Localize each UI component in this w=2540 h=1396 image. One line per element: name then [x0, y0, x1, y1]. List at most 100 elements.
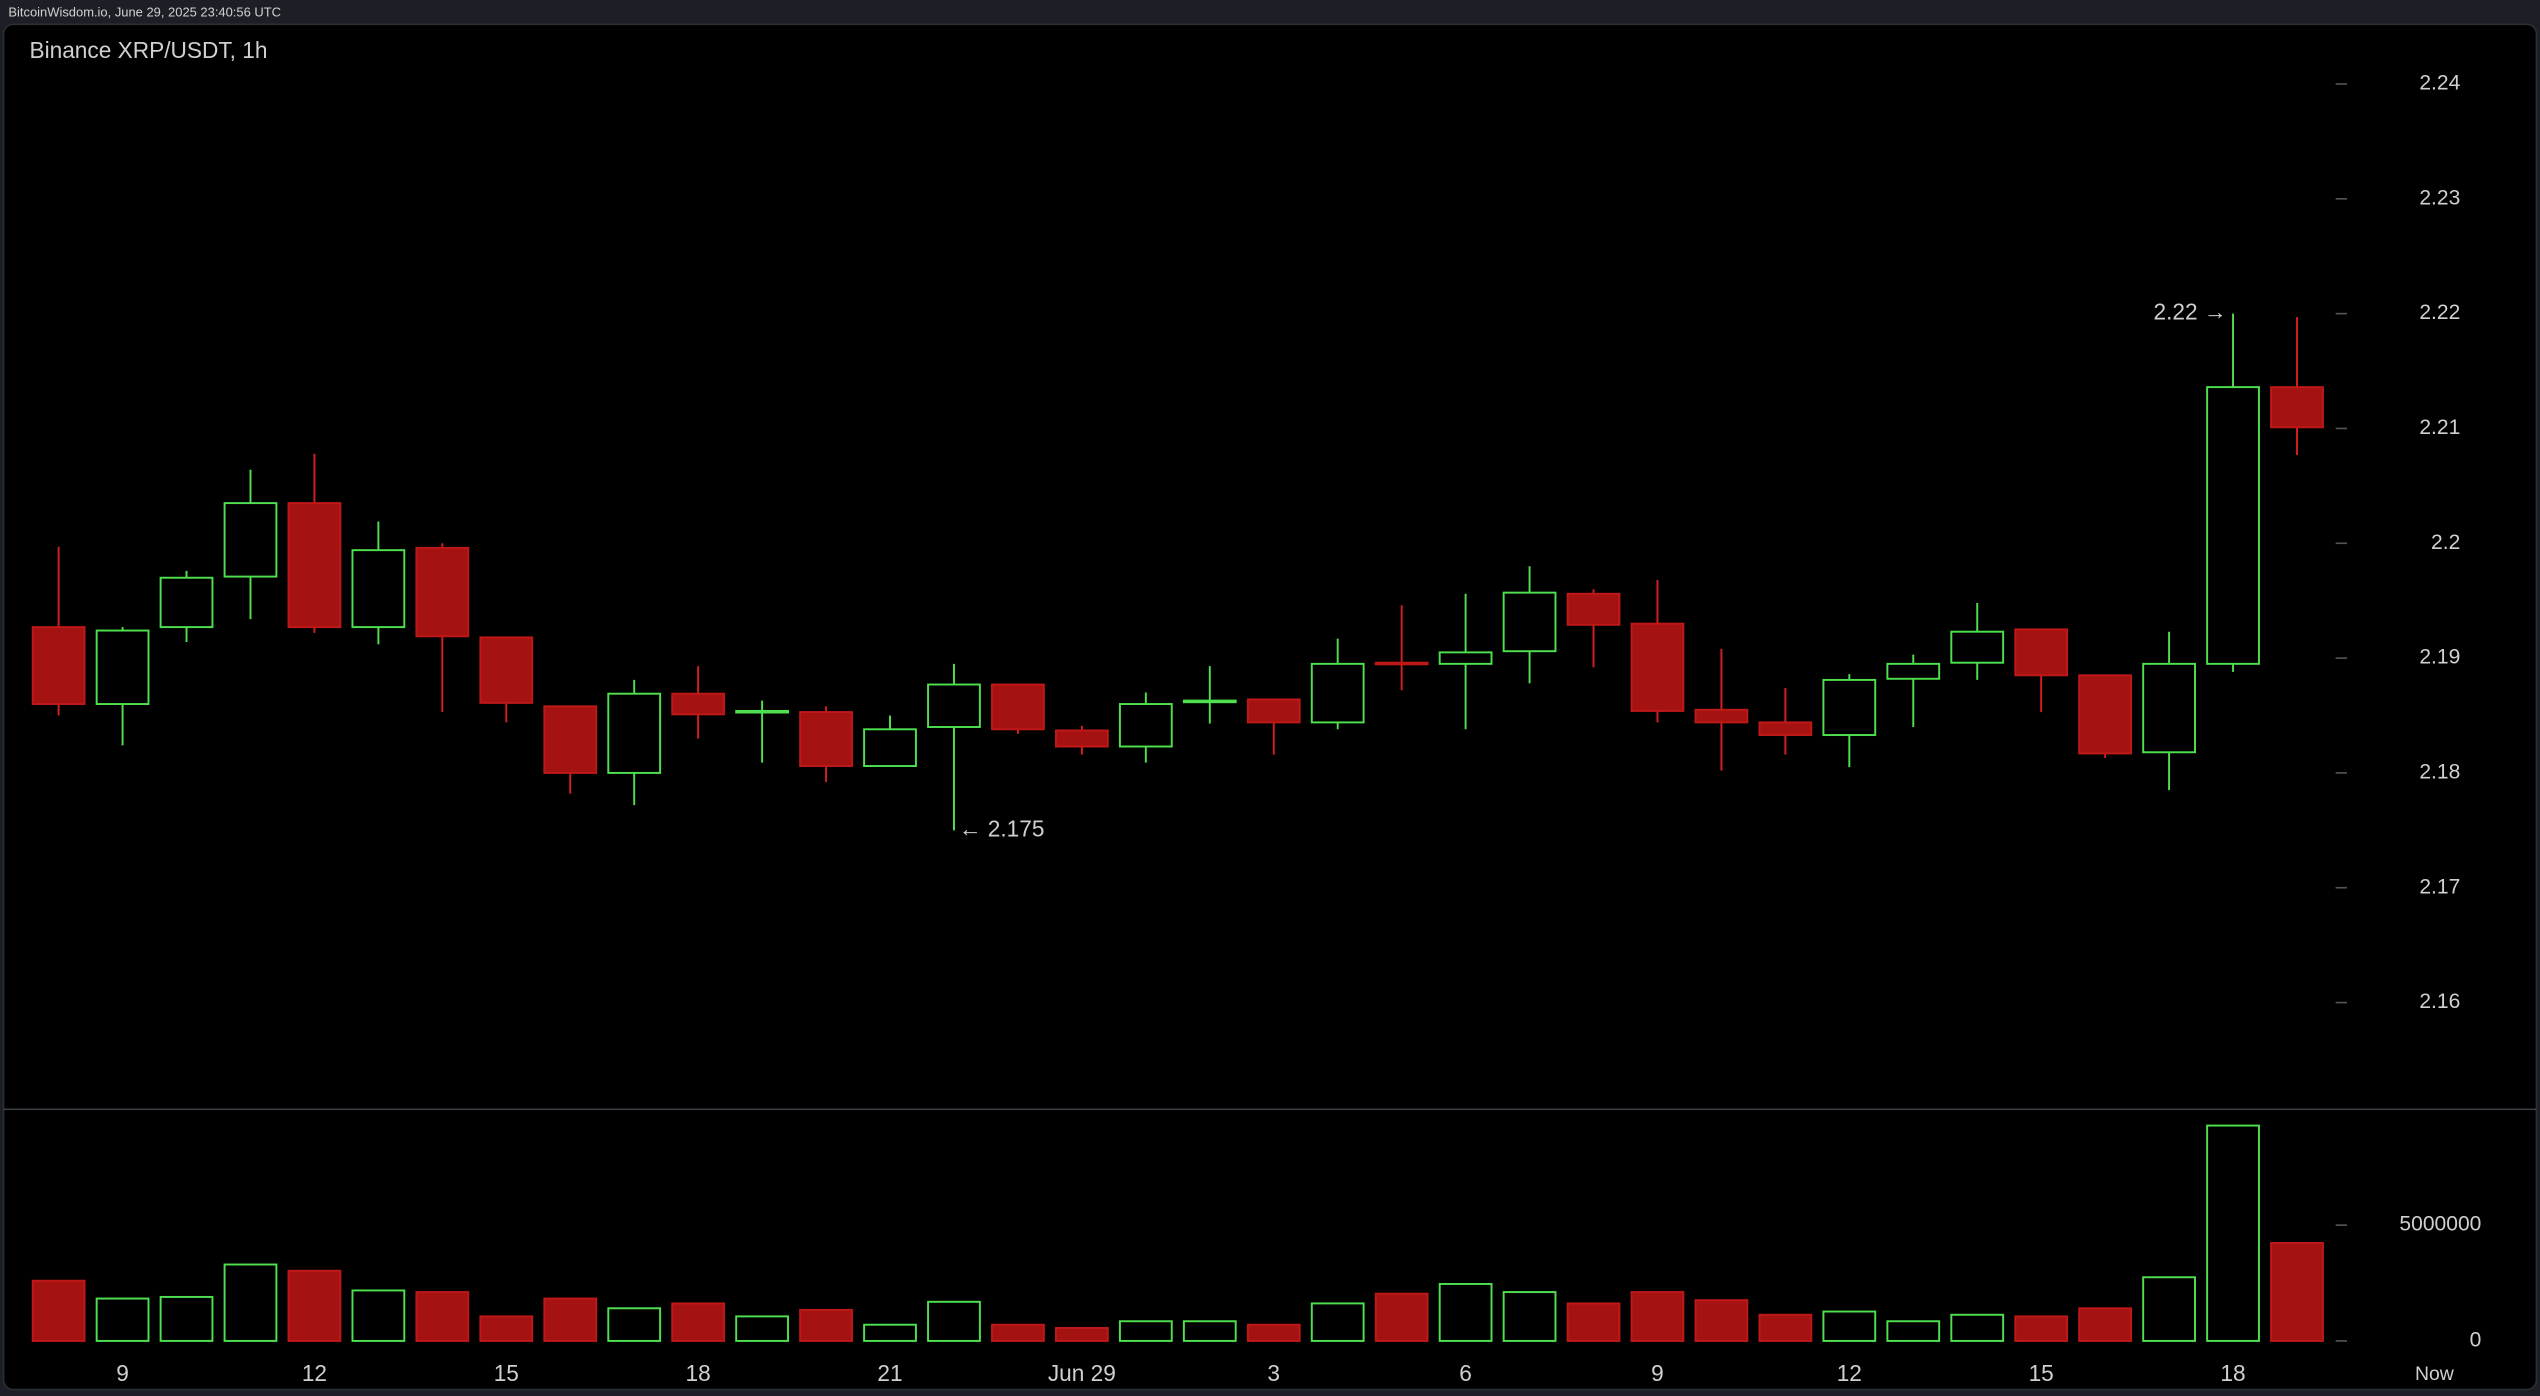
volume-bar — [735, 1315, 789, 1342]
candle-body — [1886, 662, 1941, 680]
candle-body — [1182, 699, 1237, 704]
volume-bar — [543, 1297, 598, 1342]
volume-bar — [1822, 1310, 1877, 1342]
volume-bar — [2206, 1124, 2260, 1342]
x-tick-label: 9 — [1651, 1360, 1664, 1386]
x-tick-label: 18 — [2220, 1360, 2245, 1386]
volume-bar — [927, 1300, 981, 1342]
candle-body — [2270, 386, 2324, 429]
candle-body — [543, 705, 598, 774]
x-tick-label: 15 — [494, 1360, 519, 1386]
y-tick-label: 2.22 — [2419, 301, 2460, 324]
volume-bar — [991, 1323, 1045, 1342]
volume-bar — [1630, 1291, 1685, 1342]
candle-body — [223, 502, 278, 578]
volume-tick-label: 5000000 — [2399, 1213, 2481, 1236]
volume-bar — [479, 1315, 534, 1342]
volume-bar — [2078, 1307, 2133, 1342]
volume-bar — [1310, 1302, 1365, 1342]
y-tick-label: 2.19 — [2419, 646, 2460, 669]
y-tick-label: 2.24 — [2419, 72, 2460, 95]
volume-bar — [415, 1291, 470, 1342]
candle-body — [1438, 651, 1493, 665]
x-tick-label: 18 — [686, 1360, 711, 1386]
candle-body — [95, 629, 150, 706]
candle-body — [671, 692, 726, 716]
candle-body — [735, 709, 789, 714]
volume-bar — [863, 1323, 917, 1342]
candle-body — [927, 683, 981, 728]
volume-bar — [31, 1279, 86, 1342]
now-label: Now — [2415, 1363, 2455, 1385]
volume-bar — [1374, 1292, 1429, 1342]
candle-body — [2014, 628, 2069, 677]
volume-bar — [1950, 1313, 2005, 1342]
volume-bar — [1182, 1320, 1237, 1342]
y-tick-label: 2.17 — [2419, 875, 2460, 898]
volume-bar — [95, 1297, 150, 1342]
volume-bar — [1758, 1313, 1813, 1342]
candle-body — [1310, 662, 1365, 724]
y-tick-label: 2.21 — [2419, 416, 2460, 439]
candle-body — [1246, 698, 1301, 724]
volume-bar — [671, 1302, 726, 1342]
volume-bar — [287, 1269, 342, 1342]
volume-bar — [1694, 1299, 1749, 1342]
volume-bar — [1246, 1323, 1301, 1342]
volume-bar — [1054, 1326, 1109, 1342]
price-annotation: ← 2.175 — [959, 815, 1045, 841]
volume-bar — [1502, 1291, 1557, 1342]
x-tick-label: 15 — [2029, 1360, 2054, 1386]
candle-body — [2206, 386, 2260, 665]
candle-body — [1054, 729, 1109, 748]
x-tick-label: Jun 29 — [1048, 1360, 1116, 1386]
candle-body — [287, 502, 342, 629]
candle-body — [1566, 592, 1621, 626]
candle-body — [159, 576, 214, 629]
x-tick-label: 3 — [1267, 1360, 1280, 1386]
candle-body — [1694, 708, 1749, 724]
candle-body — [607, 692, 662, 774]
x-tick-label: 9 — [116, 1360, 129, 1386]
x-tick-label: 21 — [877, 1360, 902, 1386]
volume-bar — [223, 1263, 278, 1342]
volume-bar — [1566, 1302, 1621, 1342]
price-annotation: 2.22 → — [2154, 299, 2227, 325]
volume-bar — [351, 1289, 406, 1342]
volume-bar — [1886, 1320, 1941, 1342]
candle-body — [991, 683, 1045, 731]
candle-body — [1374, 661, 1429, 666]
candle-body — [351, 549, 406, 629]
candle-body — [1822, 678, 1877, 737]
volume-tick-label: 0 — [2470, 1328, 2482, 1351]
y-tick-label: 2.18 — [2419, 760, 2460, 783]
volume-bar — [2142, 1276, 2196, 1342]
volume-bar — [607, 1307, 662, 1342]
candle-body — [799, 711, 853, 768]
x-tick-label: 12 — [1837, 1360, 1862, 1386]
candle-body — [479, 636, 534, 704]
candle-body — [1118, 703, 1173, 748]
candle-body — [1502, 591, 1557, 653]
y-tick-label: 2.2 — [2431, 531, 2460, 554]
x-tick-label: 6 — [1459, 1360, 1472, 1386]
source-header: BitcoinWisdom.io, June 29, 2025 23:40:56… — [8, 4, 281, 19]
volume-bar — [1118, 1320, 1173, 1342]
y-tick-label: 2.23 — [2419, 186, 2460, 209]
candle-body — [1630, 622, 1685, 712]
volume-bar — [799, 1308, 853, 1342]
volume-bar — [1438, 1282, 1493, 1342]
candle-body — [863, 728, 917, 768]
candle-body — [1950, 630, 2005, 664]
candle-body — [31, 626, 86, 706]
volume-bar — [2270, 1242, 2324, 1342]
candle-body — [2078, 674, 2133, 755]
volume-bar — [159, 1295, 214, 1342]
candle-body — [2142, 662, 2196, 754]
x-tick-label: 12 — [302, 1360, 327, 1386]
candle-body — [1758, 721, 1813, 737]
candle-body — [415, 546, 470, 638]
volume-bar — [2014, 1315, 2069, 1342]
